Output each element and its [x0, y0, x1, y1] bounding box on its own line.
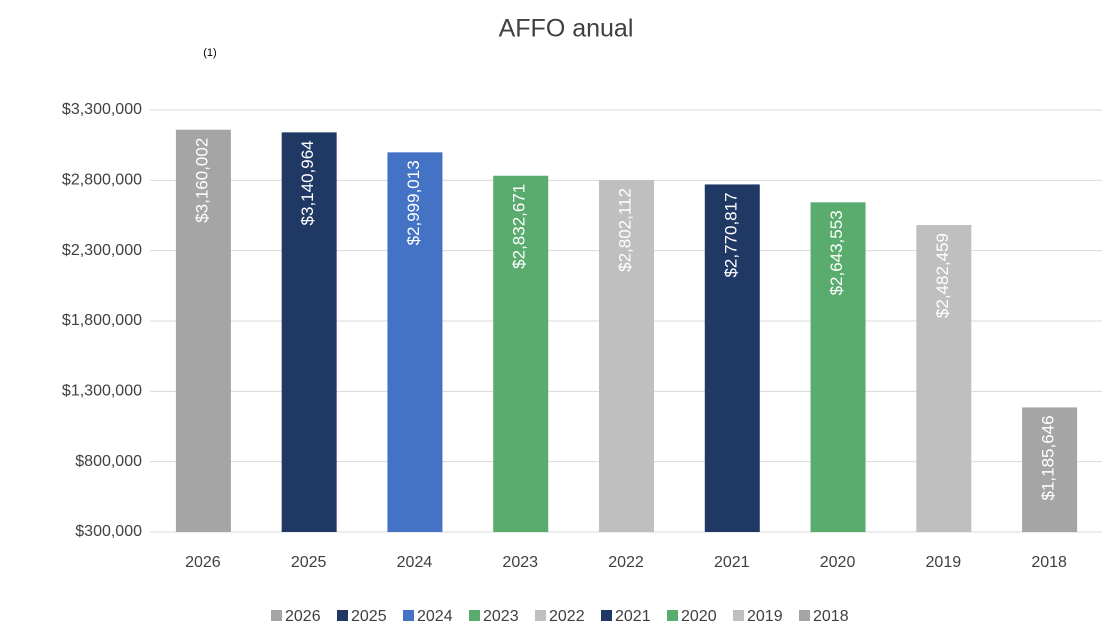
bar: [810, 202, 866, 532]
legend-label: 2023: [483, 608, 519, 624]
legend-label: 2026: [285, 608, 321, 624]
legend-swatch: [469, 610, 480, 621]
value-label: $2,482,459: [933, 233, 952, 318]
x-tick-label: 2023: [502, 554, 538, 571]
bar: [175, 129, 231, 532]
legend-label: 2018: [813, 608, 849, 624]
x-tick-label: 2021: [714, 554, 750, 571]
x-tick-label: 2018: [1031, 554, 1067, 571]
legend-swatch: [601, 610, 612, 621]
legend-swatch: [733, 610, 744, 621]
value-label: $2,802,112: [615, 188, 634, 272]
y-tick-label: $1,300,000: [62, 383, 142, 400]
legend-swatch: [337, 610, 348, 621]
bar: [387, 152, 443, 532]
x-tick-label: 2024: [397, 554, 433, 571]
y-tick-label: $1,800,000: [62, 312, 142, 329]
legend-label: 2020: [681, 608, 717, 624]
y-tick-label: $800,000: [75, 453, 142, 470]
x-tick-label: 2019: [926, 554, 962, 571]
legend-swatch: [271, 610, 282, 621]
bar: [493, 175, 549, 532]
bar: [281, 132, 337, 532]
y-tick-label: $2,800,000: [62, 172, 142, 189]
y-tick-label: $300,000: [75, 523, 142, 540]
y-tick-label: $3,300,000: [62, 101, 142, 118]
x-tick-label: 2025: [291, 554, 327, 571]
value-label: $3,160,002: [192, 138, 211, 223]
legend-swatch: [667, 610, 678, 621]
y-tick-label: $2,300,000: [62, 242, 142, 259]
bar: [1022, 407, 1078, 532]
legend-label: 2024: [417, 608, 453, 624]
legend-swatch: [403, 610, 414, 621]
x-tick-label: 2022: [608, 554, 644, 571]
x-tick-label: 2020: [820, 554, 856, 571]
bar: [599, 180, 654, 532]
legend-swatch: [799, 610, 810, 621]
legend-label: 2025: [351, 608, 387, 624]
chart-title: AFFO anual: [499, 15, 634, 43]
value-label: $2,643,553: [827, 210, 846, 295]
bar: [704, 184, 760, 532]
annotation: (1): [203, 47, 216, 59]
legend-label: 2021: [615, 608, 651, 624]
value-label: $2,999,013: [404, 160, 423, 245]
x-tick-label: 2026: [185, 554, 221, 571]
bar: [916, 225, 972, 532]
legend-label: 2022: [549, 608, 585, 624]
value-label: $3,140,964: [298, 140, 317, 225]
legend-swatch: [535, 610, 546, 621]
value-label: $2,832,671: [510, 184, 529, 269]
legend-label: 2019: [747, 608, 783, 624]
value-label: $2,770,817: [721, 192, 740, 277]
value-label: $1,185,646: [1039, 415, 1058, 500]
